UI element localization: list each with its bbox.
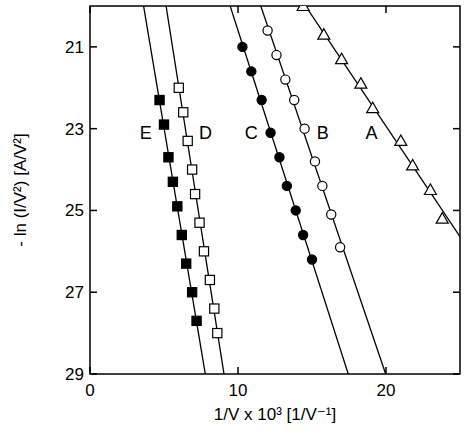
y-tick-right [453, 128, 460, 130]
data-point [195, 218, 204, 227]
y-tick [90, 46, 97, 48]
data-point [282, 181, 291, 190]
plot-frame [90, 6, 460, 374]
x-tick-label: 10 [229, 381, 248, 400]
data-point [310, 157, 319, 166]
series-label: A [365, 123, 377, 143]
y-axis-label: - ln (I/V²) [A/V²] [11, 133, 30, 246]
data-point [183, 136, 192, 145]
data-point [213, 329, 222, 338]
y-tick-right [453, 373, 460, 375]
data-point [177, 230, 186, 239]
data-point [205, 275, 214, 284]
data-point [210, 304, 219, 313]
data-point [192, 316, 201, 325]
data-point [300, 124, 309, 133]
data-point [190, 189, 199, 198]
data-point [247, 67, 256, 76]
data-point [182, 259, 191, 268]
data-point [318, 29, 330, 40]
data-point [173, 202, 182, 211]
x-tick-top [237, 6, 239, 13]
y-tick [90, 210, 97, 212]
x-tick-label: 20 [377, 381, 396, 400]
y-tick [90, 373, 97, 375]
fit-line [90, 6, 460, 374]
data-point [174, 83, 183, 92]
data-point [336, 243, 345, 252]
series-label: C [245, 123, 258, 143]
data-point [188, 288, 197, 297]
data-point [266, 128, 275, 137]
data-point [164, 153, 173, 162]
fit-line [90, 6, 460, 237]
data-point [263, 26, 272, 35]
y-tick [90, 128, 97, 130]
data-point [299, 230, 308, 239]
data-point [275, 153, 284, 162]
series-label: D [199, 123, 212, 143]
data-point [272, 50, 281, 59]
data-point [355, 78, 367, 89]
data-point [307, 255, 316, 264]
x-tick-top [385, 6, 387, 13]
data-point [395, 135, 407, 146]
x-tick-label: 0 [85, 381, 94, 400]
data-point [238, 42, 247, 51]
series-label: B [317, 123, 329, 143]
y-tick-label: 23 [65, 120, 84, 139]
x-tick [237, 367, 239, 374]
data-point [336, 53, 348, 64]
data-point [291, 206, 300, 215]
data-point [297, 6, 309, 11]
data-point [281, 75, 290, 84]
data-point [327, 210, 336, 219]
y-tick-label: 27 [65, 283, 84, 302]
data-point [159, 120, 168, 129]
series-label: E [140, 123, 152, 143]
x-tick-top [89, 6, 91, 13]
fit-line [90, 6, 460, 374]
data-point [424, 184, 436, 195]
chart: 0 10 20 21 23 25 27 29 1/V x 10³ [1/V⁻¹] - ln (I/… [0, 0, 474, 445]
y-tick [90, 291, 97, 293]
y-tick-right [453, 210, 460, 212]
data-point [436, 213, 448, 224]
data-point [290, 95, 299, 104]
data-point [199, 247, 208, 256]
fit-line [90, 6, 460, 374]
plot-area [90, 6, 460, 374]
x-axis-label: 1/V x 10³ [1/V⁻¹] [214, 405, 336, 424]
x-tick [89, 367, 91, 374]
data-point [155, 95, 164, 104]
data-point [188, 165, 197, 174]
y-tick-label: 29 [65, 365, 84, 384]
data-point [318, 181, 327, 190]
y-tick-right [453, 46, 460, 48]
data-point [168, 177, 177, 186]
y-tick-label: 21 [65, 38, 84, 57]
data-point [367, 102, 379, 113]
y-tick-label: 25 [65, 201, 84, 220]
fit-line [90, 6, 460, 374]
data-point [257, 95, 266, 104]
y-tick-right [453, 291, 460, 293]
data-point [407, 159, 419, 170]
data-point [179, 108, 188, 117]
